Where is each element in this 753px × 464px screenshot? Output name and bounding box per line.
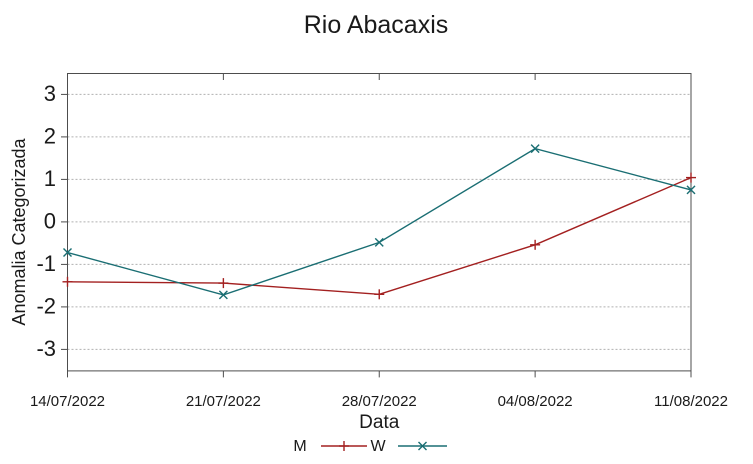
- svg-text:W: W: [370, 438, 386, 455]
- svg-text:1: 1: [44, 166, 56, 191]
- svg-text:2: 2: [44, 124, 56, 149]
- svg-text:Data: Data: [359, 412, 400, 433]
- svg-text:3: 3: [44, 81, 56, 106]
- svg-text:-2: -2: [36, 294, 56, 319]
- svg-text:21/07/2022: 21/07/2022: [186, 393, 261, 410]
- svg-text:Rio Abacaxis: Rio Abacaxis: [304, 11, 449, 39]
- svg-text:14/07/2022: 14/07/2022: [30, 393, 105, 410]
- svg-text:11/08/2022: 11/08/2022: [654, 393, 728, 410]
- svg-text:Anomalia Categorizada: Anomalia Categorizada: [9, 137, 29, 325]
- svg-text:-3: -3: [36, 336, 56, 361]
- svg-text:M: M: [293, 438, 306, 455]
- svg-text:0: 0: [44, 209, 56, 234]
- svg-text:-1: -1: [36, 251, 56, 276]
- svg-text:04/08/2022: 04/08/2022: [498, 393, 573, 410]
- svg-text:28/07/2022: 28/07/2022: [342, 393, 417, 410]
